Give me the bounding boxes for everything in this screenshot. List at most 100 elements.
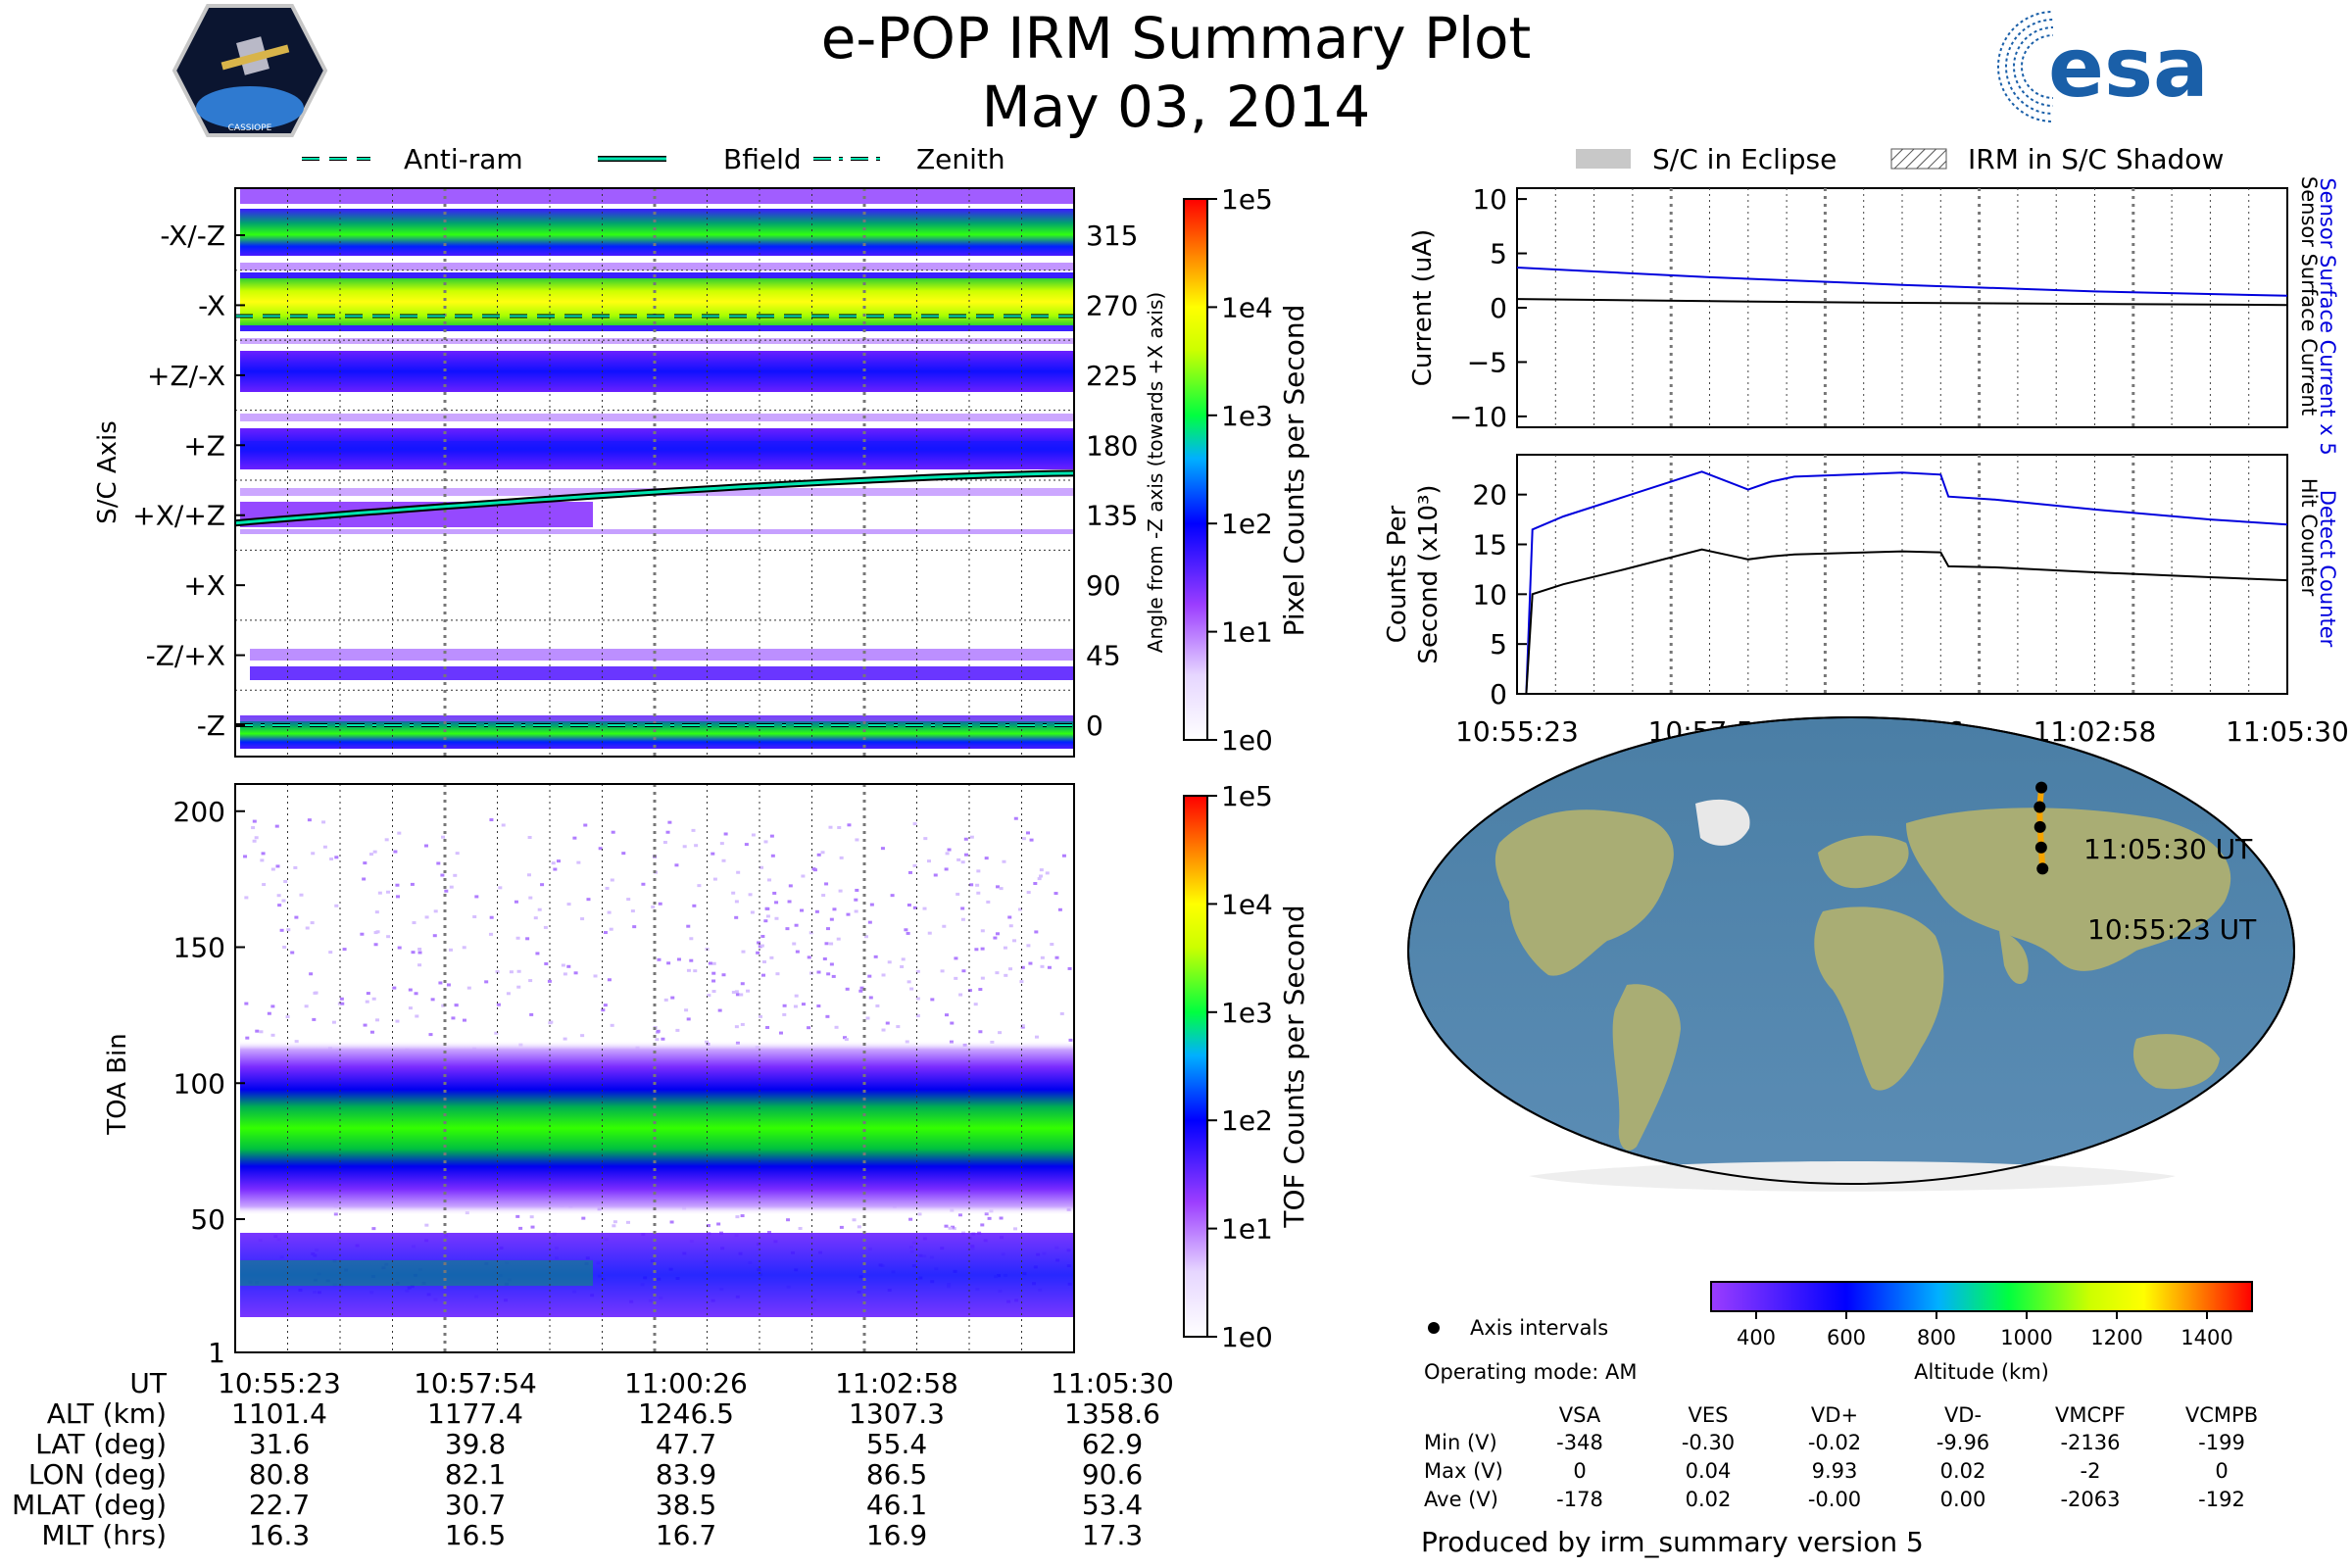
tof-noise-dot bbox=[811, 867, 816, 871]
series-line-1 bbox=[1517, 548, 2288, 695]
tof-noise-dot bbox=[1020, 965, 1025, 969]
voltage-cell: -192 bbox=[2198, 1488, 2245, 1511]
tof-noise-dot bbox=[757, 941, 761, 945]
tof-noise-dot bbox=[462, 1018, 466, 1022]
tof-noise-dot bbox=[277, 904, 282, 907]
tof-noise-dot bbox=[909, 987, 914, 991]
tof-noise-dot bbox=[907, 870, 912, 874]
line-ytick-label: 0 bbox=[1490, 292, 1507, 324]
tof-noise-dot bbox=[563, 972, 567, 976]
tof-noise-dot bbox=[368, 853, 373, 857]
tof-noise-dot bbox=[397, 831, 402, 835]
current-plot: 10 5 0 −5 −10 Current (uA) Sensor Surface Cu… bbox=[1408, 176, 2339, 456]
tof-noise-dot bbox=[693, 969, 698, 973]
tof-noise-dot bbox=[260, 858, 265, 862]
line-ytick-label: −5 bbox=[1467, 346, 1507, 378]
voltage-header: VCMPB bbox=[2184, 1403, 2259, 1427]
tof-noise-dot bbox=[967, 989, 972, 993]
tof-noise-dot bbox=[663, 998, 668, 1002]
tof-noise-dot bbox=[572, 836, 577, 840]
tof-noise-dot bbox=[980, 929, 985, 933]
tof-noise-dot bbox=[674, 863, 679, 867]
tof-noise-dot bbox=[630, 909, 635, 913]
tof-noise-dot bbox=[501, 823, 506, 827]
tof-noise-dot bbox=[393, 850, 398, 854]
tof-noise-dot bbox=[945, 1013, 950, 1017]
tof-noise-dot bbox=[829, 917, 834, 921]
tof-noise-dot bbox=[960, 860, 965, 864]
ephemeris-table: UT 10:55:23 10:57:54 11:00:26 11:02:58 11:05:… bbox=[0, 1367, 1176, 1563]
tof-noise-dot bbox=[243, 855, 248, 858]
tof-noise-dot bbox=[598, 847, 603, 851]
tof-noise-dot bbox=[675, 1028, 680, 1032]
pixel-angle-tick-label: 90 bbox=[1086, 569, 1121, 602]
tof-noise-dot bbox=[259, 1030, 264, 1034]
pixel-ytick-label: +Z bbox=[183, 429, 225, 462]
tof-noise-dot bbox=[859, 986, 864, 990]
tof-noise-dot bbox=[340, 1002, 345, 1005]
tof-noise-dot bbox=[621, 852, 626, 856]
esa-logo: esa bbox=[1997, 10, 2209, 123]
altitude-tick-label: 800 bbox=[1917, 1326, 1956, 1349]
ephemeris-cell: 46.1 bbox=[865, 1489, 928, 1521]
tof-noise-dot bbox=[770, 854, 775, 858]
ephemeris-cell: 16.7 bbox=[655, 1519, 717, 1551]
tof-noise-dot bbox=[686, 924, 691, 928]
tof-noise-dot bbox=[397, 946, 402, 950]
tof-noise-dot bbox=[1017, 907, 1022, 911]
tof-noise-dot bbox=[610, 878, 614, 882]
tof-noise-dot bbox=[657, 957, 662, 961]
ephemeris-row-label: UT bbox=[129, 1367, 167, 1399]
tof-noise-dot bbox=[927, 859, 932, 863]
ephemeris-cell: 16.3 bbox=[248, 1519, 311, 1551]
tof-noise-dot bbox=[360, 932, 365, 936]
tof-noise-dot bbox=[1008, 924, 1013, 928]
tof-noise-dot bbox=[1039, 874, 1044, 878]
operating-mode: Operating mode: AM bbox=[1424, 1360, 1637, 1384]
line-ytick-label: 20 bbox=[1472, 479, 1507, 512]
line-ytick-label: 15 bbox=[1472, 529, 1507, 562]
ground-track-point bbox=[2034, 801, 2046, 813]
tof-noise-dot bbox=[740, 982, 745, 986]
tof-noise-dot bbox=[711, 971, 716, 975]
voltage-cell: 0.02 bbox=[1685, 1488, 1732, 1511]
voltage-cell: 0 bbox=[1573, 1459, 1587, 1483]
tof-noise-dot bbox=[285, 1015, 290, 1019]
tof-noise-dot bbox=[999, 887, 1004, 891]
voltage-cell: -199 bbox=[2198, 1431, 2245, 1454]
tof-noise-dot bbox=[692, 904, 697, 907]
ephemeris-cell: 83.9 bbox=[655, 1458, 717, 1491]
ground-track-point bbox=[2036, 862, 2049, 875]
tof-noise-dot bbox=[999, 1216, 1004, 1220]
ephemeris-cell: 1177.4 bbox=[427, 1397, 523, 1430]
tof-noise-dot bbox=[710, 852, 715, 856]
tof-noise-dot bbox=[873, 955, 878, 958]
tof-noise-dot bbox=[826, 927, 831, 931]
tof-noise-dot bbox=[339, 997, 344, 1001]
altitude-tick-label: 1000 bbox=[2000, 1326, 2052, 1349]
tof-noise-dot bbox=[969, 835, 974, 839]
colorbar-tick-label: 1e4 bbox=[1221, 291, 1273, 323]
tof-noise-dot bbox=[912, 906, 917, 909]
tof-noise-dot bbox=[740, 1022, 745, 1026]
tof-noise-dot bbox=[535, 952, 540, 956]
tof-noise-dot bbox=[751, 833, 756, 837]
esa-logo-text: esa bbox=[2048, 20, 2209, 116]
tof-noise-dot bbox=[782, 1012, 787, 1016]
ephemeris-cell: 62.9 bbox=[1081, 1428, 1144, 1460]
land-antarctica bbox=[1529, 1161, 2176, 1192]
voltage-cell: -0.30 bbox=[1681, 1431, 1736, 1454]
pixel-angle-tick-label: 315 bbox=[1086, 220, 1138, 252]
tof-noise-dot bbox=[845, 987, 850, 991]
cassiope-logo: CASSIOPE bbox=[172, 3, 328, 137]
ephemeris-cell: 10:55:23 bbox=[218, 1367, 341, 1399]
tof-noise-dot bbox=[838, 889, 843, 893]
tof-noise-dot bbox=[438, 981, 443, 985]
tof-noise-dot bbox=[854, 909, 858, 913]
pixel-heatmap: -X/-Z 315 -X 270 +Z/-X 225 +Z 180 +X/+Z 135 +X 90 -Z… bbox=[93, 187, 1167, 758]
line-ytick-label: −10 bbox=[1449, 401, 1507, 433]
tof-noise-dot bbox=[362, 877, 367, 881]
tof-noise-dot bbox=[408, 988, 413, 992]
tof-noise-dot bbox=[746, 989, 751, 993]
